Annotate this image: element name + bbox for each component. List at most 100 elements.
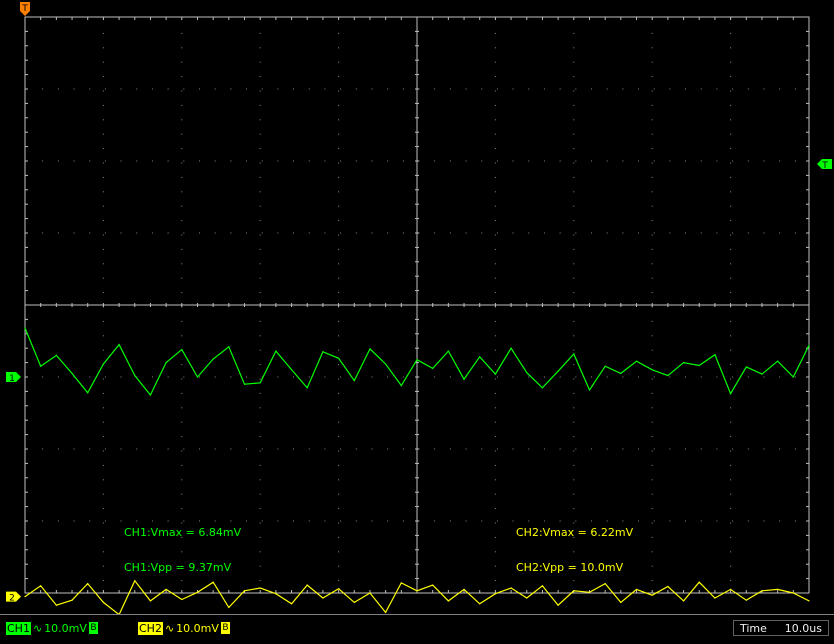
grid-dot <box>651 205 653 207</box>
grid-dot <box>481 376 483 378</box>
trigger-position-label: T <box>21 4 28 14</box>
grid-dot <box>730 536 732 538</box>
grid-dot <box>730 565 732 567</box>
grid-dot <box>246 448 248 450</box>
grid-dot <box>261 376 263 378</box>
grid-dot <box>102 536 104 538</box>
grid-dot <box>120 160 122 162</box>
grid-dot <box>651 421 653 423</box>
grid-dot <box>259 378 261 380</box>
grid-dot <box>57 448 59 450</box>
grid-dot <box>573 162 575 164</box>
grid-dot <box>651 292 653 294</box>
grid-dot <box>259 176 261 178</box>
ch2-sample-point <box>479 603 481 605</box>
grid-dot <box>338 292 340 294</box>
ch1-sample-point <box>557 370 559 372</box>
grid-dot <box>573 479 575 481</box>
time-label: Time <box>740 621 767 635</box>
grid-dot <box>763 160 765 162</box>
trigger-position-marker[interactable]: T <box>20 2 30 16</box>
trigger-level-marker[interactable]: T <box>817 159 832 171</box>
grid-dot <box>794 88 796 90</box>
grid-dot <box>606 232 608 234</box>
grid-dot <box>338 234 340 236</box>
grid-dot <box>308 160 310 162</box>
grid-dot <box>481 520 483 522</box>
grid-dot <box>102 421 104 423</box>
grid-dot <box>230 160 232 162</box>
grid-dot <box>181 104 183 106</box>
ch2-sample-point <box>526 597 528 599</box>
ch1-status[interactable]: CH1 ∿ 10.0mV B <box>6 620 98 636</box>
grid-dot <box>387 88 389 90</box>
ch2-ground-marker[interactable]: 2 <box>6 591 21 604</box>
grid-dot <box>181 464 183 466</box>
grid-dot <box>120 448 122 450</box>
grid-dot <box>730 436 732 438</box>
timebase-status[interactable]: Time 10.0us <box>733 620 829 636</box>
grid-dot <box>779 376 781 378</box>
grid-dot <box>747 160 749 162</box>
grid-dot <box>293 520 295 522</box>
grid-dot <box>181 335 183 337</box>
grid-dot <box>651 436 653 438</box>
grid-dot <box>700 160 702 162</box>
grid-dot <box>651 407 653 409</box>
ch2-sample-point <box>698 581 700 583</box>
grid-dot <box>181 551 183 553</box>
ch1-sample-point <box>761 373 763 375</box>
grid-dot <box>293 232 295 234</box>
grid-dot <box>120 520 122 522</box>
grid-dot <box>324 520 326 522</box>
grid-dot <box>528 376 530 378</box>
grid-dot <box>651 479 653 481</box>
grid-dot <box>214 88 216 90</box>
grid-dot <box>102 277 104 279</box>
grid-dot <box>293 376 295 378</box>
grid-dot <box>730 61 732 63</box>
grid-dot <box>181 580 183 582</box>
grid-dot <box>494 61 496 63</box>
grid-dot <box>494 450 496 452</box>
ch1-sample-point <box>338 357 340 359</box>
grid-dot <box>622 376 624 378</box>
grid-dot <box>259 248 261 250</box>
grid-dot <box>794 448 796 450</box>
grid-dot <box>730 90 732 92</box>
ch2-sample-point <box>604 583 606 585</box>
grid-dot <box>730 133 732 135</box>
grid-dot <box>651 349 653 351</box>
grid-dot <box>181 248 183 250</box>
grid-dot <box>293 88 295 90</box>
grid-dot <box>308 88 310 90</box>
grid-dot <box>651 536 653 538</box>
grid-dot <box>102 450 104 452</box>
grid-dot <box>651 148 653 150</box>
grid-dot <box>481 88 483 90</box>
grid-dot <box>575 448 577 450</box>
grid-dot <box>465 520 467 522</box>
grid-dot <box>651 234 653 236</box>
ch2-sample-point <box>149 600 152 602</box>
grid-dot <box>685 448 687 450</box>
grid-dot <box>181 32 183 34</box>
grid-dot <box>230 448 232 450</box>
grid-dot <box>494 76 496 78</box>
grid-dot <box>42 232 44 234</box>
grid-dot <box>651 90 653 92</box>
ch2-status[interactable]: CH2 ∿ 10.0mV B <box>138 620 230 636</box>
grid-dot <box>338 133 340 135</box>
grid-dot <box>214 160 216 162</box>
grid-dot <box>590 448 592 450</box>
grid-dot <box>102 464 104 466</box>
grid-dot <box>259 320 261 322</box>
grid-dot <box>573 119 575 121</box>
grid-dot <box>102 565 104 567</box>
grid-dot <box>573 522 575 524</box>
ch1-ground-marker[interactable]: 1 <box>6 372 21 384</box>
grid-dot <box>465 232 467 234</box>
grid-dot <box>730 421 732 423</box>
ch2-sample-point <box>573 590 575 592</box>
grid-dot <box>730 162 732 164</box>
